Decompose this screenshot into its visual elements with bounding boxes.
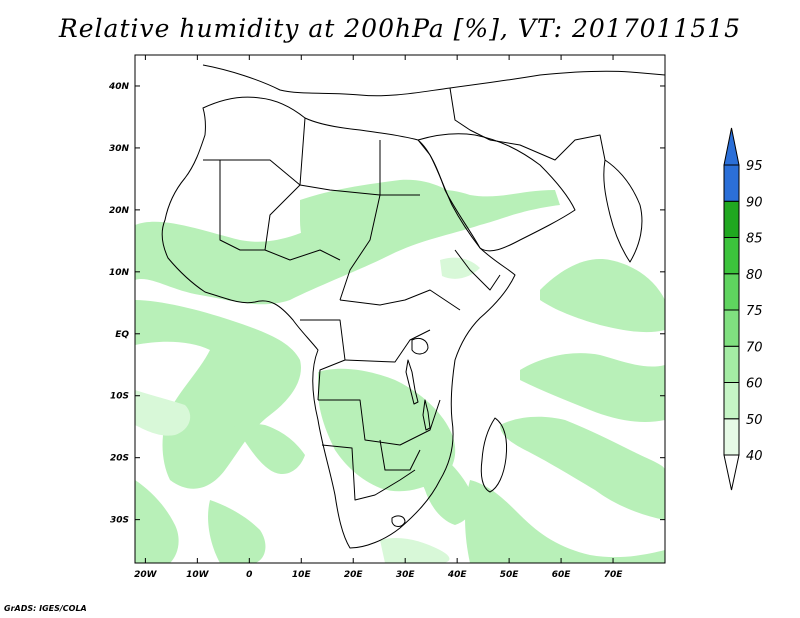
- lat-tick-label: EQ: [115, 330, 129, 340]
- lat-axis: 40N 30N 20N 10N EQ 10S 20S 30S: [108, 82, 665, 526]
- lon-tick-label: 70E: [604, 570, 624, 580]
- border: [379, 439, 421, 471]
- border: [344, 329, 431, 363]
- colorbar-segment: [723, 382, 740, 420]
- humidity-patch: [540, 259, 665, 333]
- lat-tick-label: 10S: [110, 392, 129, 402]
- lon-tick-label: 10W: [186, 570, 210, 580]
- colorbar-label: 75: [746, 304, 763, 319]
- humidity-patch: [135, 300, 301, 489]
- colorbar-segment: [723, 237, 740, 275]
- lon-tick-label: 20E: [344, 570, 364, 580]
- colorbar-label: 85: [746, 232, 763, 247]
- border: [321, 444, 416, 501]
- lon-axis: 20W 10W 0 10E 20E 30E 40E 50E 60E 70E: [134, 55, 623, 580]
- border: [449, 87, 491, 141]
- colorbar-high-triangle: [723, 127, 740, 166]
- border: [454, 249, 501, 291]
- humidity-patch: [208, 500, 266, 563]
- colorbar-segment: [723, 164, 740, 202]
- border: [489, 134, 606, 161]
- colorbar: 40 50 60 70 75 80 85 90 95: [723, 127, 763, 491]
- border: [318, 399, 441, 446]
- lake-malawi: [422, 399, 431, 431]
- colorbar-label: 60: [746, 377, 763, 392]
- humidity-patch: [465, 480, 665, 563]
- lon-tick-label: 30E: [396, 570, 416, 580]
- colorbar-segment: [723, 200, 740, 238]
- humidity-patch: [300, 179, 470, 275]
- border: [219, 160, 265, 251]
- humidity-patch: [380, 538, 450, 563]
- border: [339, 140, 381, 301]
- border: [203, 159, 420, 196]
- lon-tick-label: 10E: [292, 570, 312, 580]
- lake-tanganyika: [405, 359, 419, 405]
- plot-frame: [134, 54, 666, 564]
- humidity-patch: [230, 420, 305, 475]
- lon-tick-label: 20W: [134, 570, 158, 580]
- colorbar-label: 90: [746, 195, 763, 210]
- humidity-field: [135, 179, 665, 563]
- colorbar-segment: [723, 273, 740, 311]
- humidity-patch: [135, 390, 191, 436]
- border: [339, 289, 461, 311]
- madagascar-coastline: [480, 417, 508, 493]
- humidity-patch: [520, 353, 665, 422]
- lake-victoria: [411, 337, 429, 355]
- europe-coastline: [202, 64, 665, 97]
- humidity-patch: [417, 445, 475, 525]
- india-coastline: [603, 159, 643, 263]
- colorbar-label: 50: [746, 413, 763, 428]
- coastlines: [161, 64, 665, 549]
- lesotho: [391, 515, 406, 527]
- colorbar-segment: [723, 309, 740, 347]
- colorbar-low-triangle: [723, 454, 740, 491]
- humidity-patch: [440, 257, 480, 279]
- lon-tick-label: 40E: [447, 570, 468, 580]
- humidity-patch: [135, 480, 179, 563]
- lon-tick-label: 60E: [552, 570, 572, 580]
- colorbar-segment: [723, 345, 740, 383]
- lon-tick-label: 0: [246, 570, 252, 580]
- colorbar-label: 80: [746, 268, 763, 283]
- lat-tick-label: 10N: [109, 268, 130, 278]
- lat-tick-label: 40N: [108, 82, 130, 92]
- colorbar-label: 95: [746, 159, 763, 174]
- lat-tick-label: 30N: [109, 144, 130, 154]
- chart-title: Relative humidity at 200hPa [%], VT: 201…: [58, 14, 742, 43]
- lat-tick-label: 20N: [109, 206, 130, 216]
- humidity-patch: [500, 416, 665, 520]
- credit-text: GrADS: IGES/COLA: [4, 604, 87, 613]
- colorbar-segment: [723, 418, 740, 456]
- lat-tick-label: 20S: [110, 454, 129, 464]
- lat-tick-label: 30S: [110, 516, 129, 526]
- lon-tick-label: 50E: [500, 570, 520, 580]
- colorbar-label: 70: [746, 340, 763, 355]
- colorbar-label: 40: [746, 449, 763, 464]
